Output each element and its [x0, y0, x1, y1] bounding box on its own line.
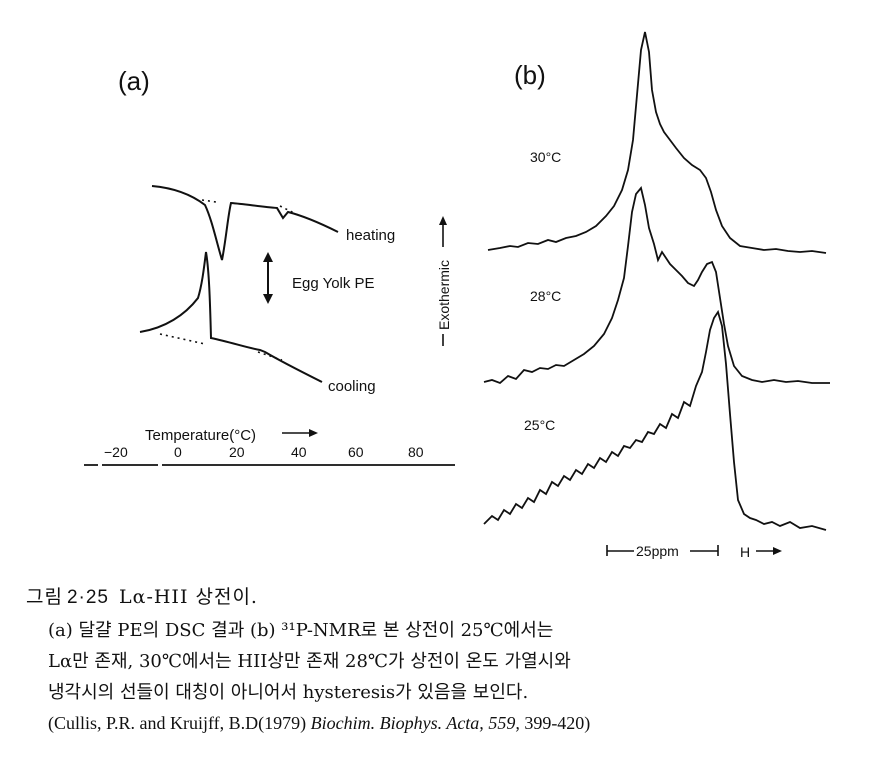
temperature-axis-arrow: [282, 429, 318, 437]
tick-label: −20: [104, 444, 128, 460]
cooling-curve: [139, 251, 323, 383]
spectrum-25c: [483, 309, 827, 531]
field-label: H: [740, 544, 750, 560]
panel-a-label: (a): [118, 66, 150, 96]
tick-label: 40: [291, 444, 307, 460]
caption-body: (a) 달걀 PE의 DSC 결과 (b) ³¹P-NMR로 본 상전이 25℃…: [48, 615, 876, 739]
tick-label: 60: [348, 444, 364, 460]
ppm-scale-bar: [606, 545, 719, 556]
caption-title: 그림 2·25 Lα-HII 상전이.: [26, 582, 876, 609]
sample-label: Egg Yolk PE: [292, 275, 375, 292]
citation-journal: Biochim. Biophys. Acta,: [310, 713, 484, 733]
panel-a-dsc: (a) heating cooling Egg Yolk PE Exotherm…: [84, 66, 455, 466]
trace-label-25c: 25°C: [524, 417, 555, 433]
caption-heading: Lα-HII 상전이.: [119, 586, 258, 608]
tick-label: 0: [174, 444, 182, 460]
spectrum-28c: [483, 186, 830, 385]
heating-label: heating: [346, 227, 395, 244]
caption-line: Lα만 존재, 30℃에서는 HII상만 존재 28℃가 상전이 온도 가열시와: [48, 651, 571, 672]
citation-volume: 559,: [488, 713, 520, 733]
panel-b-nmr: (b) 30°C 28°C 25°C 25ppm H: [483, 31, 830, 560]
ppm-scale-label: 25ppm: [636, 543, 679, 559]
tick-label: 20: [229, 444, 245, 460]
panel-b-label: (b): [514, 60, 546, 90]
caption-line: 냉각시의 선들이 대칭이 아니어서 hysteresis가 있음을 보인다.: [48, 682, 529, 703]
citation-authors: (Cullis, P.R. and Kruijff, B.D(1979): [48, 713, 307, 733]
trace-label-30c: 30°C: [530, 149, 561, 165]
exothermic-axis: Exothermic: [436, 216, 452, 346]
figure-caption: 그림 2·25 Lα-HII 상전이. (a) 달걀 PE의 DSC 결과 (b) …: [26, 582, 876, 739]
tick-label: 80: [408, 444, 424, 460]
figure-panels: (a) heating cooling Egg Yolk PE Exotherm…: [84, 31, 830, 560]
citation-pages: 399-420): [524, 713, 591, 733]
exothermic-label: Exothermic: [436, 260, 452, 330]
caption-line: (a) 달걀 PE의 DSC 결과 (b) ³¹P-NMR로 본 상전이 25℃…: [48, 620, 554, 641]
cooling-baseline: [159, 333, 283, 361]
heating-curve: [151, 185, 339, 261]
trace-label-28c: 28°C: [530, 288, 561, 304]
cooling-label: cooling: [328, 378, 376, 395]
caption-citation: (Cullis, P.R. and Kruijff, B.D(1979) Bio…: [48, 708, 876, 739]
field-arrow: [756, 547, 782, 555]
figure-label: 그림: [26, 586, 63, 608]
heating-baseline: [201, 199, 301, 217]
spectrum-30c: [487, 31, 827, 254]
temperature-axis-title: Temperature(°C): [145, 427, 256, 444]
temperature-tick-labels: −20 0 20 40 60 80: [104, 444, 424, 460]
figure-number: 2·25: [66, 587, 109, 608]
scale-double-arrow: [263, 252, 273, 304]
